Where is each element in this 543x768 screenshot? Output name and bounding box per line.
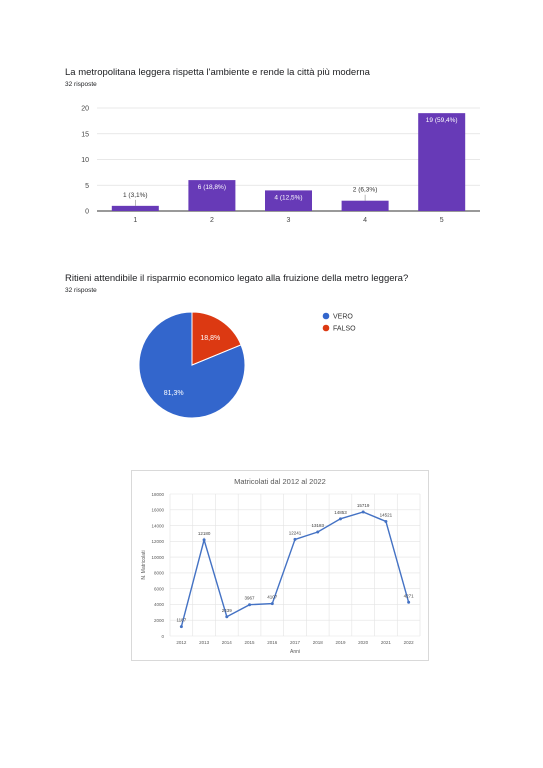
data-label: 3967 bbox=[245, 596, 256, 601]
data-label: 1 (3,1%) bbox=[123, 192, 148, 199]
chart2-subtitle: 32 risposte bbox=[65, 287, 97, 294]
data-label: 19 (59,4%) bbox=[426, 117, 458, 124]
chart1-subtitle: 32 risposte bbox=[65, 81, 97, 88]
line-chart-frame: Matricolati dal 2012 al 2022 0 2000 4000 600… bbox=[131, 470, 429, 661]
data-label: 15719 bbox=[357, 503, 370, 508]
x-tick-label: 2015 bbox=[245, 640, 256, 645]
x-tick-label: 3 bbox=[287, 217, 291, 224]
chart1-title: La metropolitana leggera rispetta l'ambi… bbox=[65, 67, 370, 78]
x-tick-label: 1 bbox=[133, 217, 137, 224]
y-tick-label: 5 bbox=[85, 183, 89, 190]
data-point bbox=[384, 519, 388, 523]
pie-chart: 81,3% 18,8% VERO FALSO bbox=[138, 311, 356, 419]
legend-marker bbox=[322, 324, 330, 332]
line-chart-title: Matricolati dal 2012 al 2022 bbox=[234, 477, 326, 486]
data-label: 2 (6,3%) bbox=[353, 187, 378, 194]
data-point bbox=[248, 603, 252, 607]
y-tick-label: 2000 bbox=[154, 618, 165, 623]
y-tick-label: 4000 bbox=[154, 602, 165, 607]
data-point bbox=[361, 510, 365, 514]
slice-label: 18,8% bbox=[200, 335, 220, 342]
x-tick-label: 2012 bbox=[176, 640, 187, 645]
x-tick-label: 2019 bbox=[335, 640, 346, 645]
bar bbox=[111, 205, 159, 211]
data-point bbox=[316, 530, 320, 534]
data-point bbox=[407, 600, 411, 604]
y-tick-label: 14000 bbox=[151, 523, 164, 528]
data-label: 13183 bbox=[311, 523, 324, 528]
y-tick-label: 20 bbox=[81, 106, 89, 113]
y-tick-label: 0 bbox=[161, 634, 164, 639]
x-tick-label: 2017 bbox=[290, 640, 301, 645]
x-tick-label: 2020 bbox=[358, 640, 369, 645]
x-tick-label: 5 bbox=[440, 217, 444, 224]
data-point bbox=[225, 615, 229, 619]
data-point bbox=[338, 517, 342, 521]
legend-label: FALSO bbox=[333, 326, 356, 333]
data-label: 12180 bbox=[198, 531, 211, 536]
x-tick-label: 2 bbox=[210, 217, 214, 224]
data-point bbox=[293, 537, 297, 541]
data-label: 6 (18,8%) bbox=[198, 184, 226, 191]
x-tick-label: 2016 bbox=[267, 640, 278, 645]
y-tick-label: 10000 bbox=[151, 555, 164, 560]
bar-chart: 0 5 10 15 20 1 1 (3,1%) 2 6 (18,8%) 3 4 (12,5%) 4 2 … bbox=[81, 106, 480, 224]
x-tick-label: 2013 bbox=[199, 640, 210, 645]
y-tick-label: 6000 bbox=[154, 586, 165, 591]
data-label: 12241 bbox=[289, 530, 302, 535]
x-axis-label: Anni bbox=[290, 649, 300, 655]
data-label: 2439 bbox=[222, 608, 233, 613]
bar bbox=[188, 180, 236, 211]
legend-marker bbox=[322, 312, 330, 320]
bar bbox=[341, 200, 389, 211]
x-tick-label: 4 bbox=[363, 217, 367, 224]
y-tick-label: 18000 bbox=[151, 492, 164, 497]
bar bbox=[265, 190, 312, 211]
data-label: 14853 bbox=[334, 510, 347, 515]
y-tick-label: 0 bbox=[85, 209, 89, 216]
y-axis-label: N. Matricolati bbox=[141, 550, 147, 579]
line-chart: Matricolati dal 2012 al 2022 0 2000 4000 600… bbox=[141, 477, 421, 655]
legend-label: VERO bbox=[333, 314, 353, 321]
x-tick-label: 2021 bbox=[381, 640, 392, 645]
data-label: 4 (12,5%) bbox=[274, 194, 302, 201]
data-point bbox=[270, 602, 274, 606]
data-point bbox=[202, 538, 206, 542]
x-tick-label: 2014 bbox=[222, 640, 233, 645]
y-tick-label: 8000 bbox=[154, 571, 165, 576]
bar bbox=[418, 113, 466, 211]
x-tick-label: 2022 bbox=[404, 640, 415, 645]
data-label: 4271 bbox=[404, 593, 415, 598]
data-label: 4107 bbox=[267, 595, 278, 600]
y-tick-label: 15 bbox=[81, 131, 89, 138]
y-tick-label: 10 bbox=[81, 157, 89, 164]
chart2-title: Ritieni attendibile il risparmio economi… bbox=[65, 273, 409, 284]
pie-slice bbox=[191, 311, 242, 366]
data-label: 1187 bbox=[177, 618, 187, 623]
y-tick-label: 16000 bbox=[151, 508, 164, 513]
data-point bbox=[179, 625, 183, 629]
y-tick-label: 12000 bbox=[151, 539, 164, 544]
slice-label: 81,3% bbox=[164, 390, 184, 397]
x-tick-label: 2018 bbox=[313, 640, 324, 645]
data-label: 14521 bbox=[380, 512, 393, 517]
